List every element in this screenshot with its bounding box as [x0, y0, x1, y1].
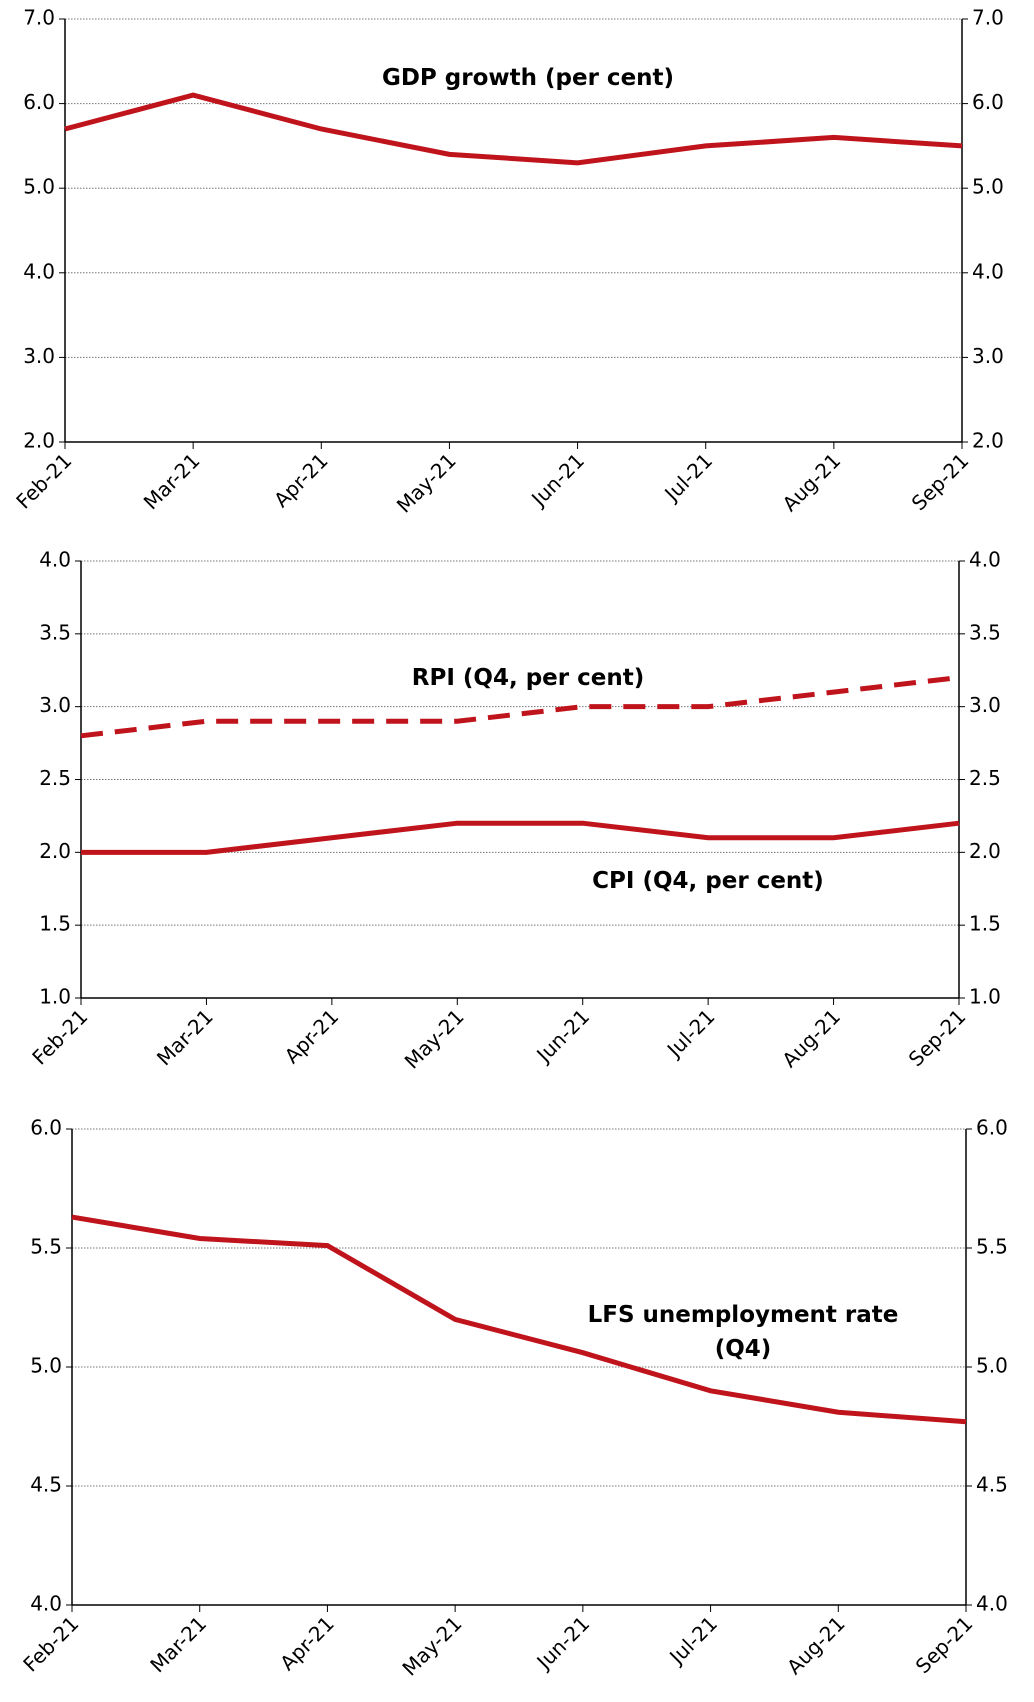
- y2-tick-label: 5.0: [976, 1354, 1008, 1378]
- y-tick-label: 2.5: [39, 766, 71, 790]
- series-label: LFS unemployment rate (Q4): [587, 1302, 899, 1362]
- x-tick-label: Sep-21: [904, 1004, 971, 1071]
- series-line: [80, 675, 960, 739]
- y-tick-label: 3.0: [39, 693, 71, 717]
- series-line: [81, 820, 960, 855]
- x-tick-label: Jul-21: [661, 1004, 720, 1063]
- series-line: [71, 1214, 967, 1425]
- series-line: [64, 92, 963, 166]
- y-tick-label: 4.0: [23, 259, 55, 283]
- y2-tick-label: 2.5: [969, 766, 1001, 790]
- y2-tick-label: 3.0: [972, 344, 1004, 368]
- y-tick-label: 4.0: [30, 1592, 62, 1616]
- x-tick-label: Jun-21: [531, 1611, 595, 1675]
- y-tick-label: 2.0: [23, 429, 55, 453]
- x-tick-label: Jun-21: [525, 448, 589, 512]
- y2-tick-label: 4.0: [976, 1592, 1008, 1616]
- series-label: GDP growth (per cent): [381, 65, 675, 91]
- x-tick-label: Apr-21: [275, 1611, 339, 1675]
- y2-tick-label: 5.0: [972, 175, 1004, 199]
- x-tick-label: May-21: [398, 1611, 467, 1680]
- x-tick-label: Mar-21: [145, 1611, 211, 1677]
- series-label: CPI (Q4, per cent): [592, 868, 824, 894]
- x-tick-label: Sep-21: [911, 1611, 978, 1678]
- y-tick-label: 4.0: [39, 548, 71, 572]
- x-tick-label: Aug-21: [777, 1004, 845, 1072]
- y2-tick-label: 2.0: [969, 839, 1001, 863]
- y2-tick-label: 4.0: [972, 259, 1004, 283]
- y-tick-label: 7.0: [23, 6, 55, 30]
- y2-tick-label: 6.0: [976, 1116, 1008, 1140]
- y-tick-label: 6.0: [30, 1116, 62, 1140]
- x-tick-label: Mar-21: [139, 448, 205, 514]
- y2-tick-label: 7.0: [972, 6, 1004, 30]
- y-tick-label: 6.0: [23, 90, 55, 114]
- y-tick-label: 5.0: [30, 1354, 62, 1378]
- y2-tick-label: 6.0: [972, 90, 1004, 114]
- y2-tick-label: 3.5: [969, 620, 1001, 644]
- y-tick-label: 3.0: [23, 344, 55, 368]
- x-tick-label: Jul-21: [659, 448, 718, 507]
- y2-tick-label: 3.0: [969, 693, 1001, 717]
- y-tick-label: 4.5: [30, 1473, 62, 1497]
- x-tick-label: Feb-21: [27, 1004, 92, 1069]
- y-tick-label: 1.0: [39, 985, 71, 1009]
- y-tick-label: 1.5: [39, 912, 71, 936]
- x-tick-label: Apr-21: [280, 1004, 344, 1068]
- y2-tick-label: 1.0: [969, 985, 1001, 1009]
- x-tick-label: Aug-21: [778, 448, 846, 516]
- x-tick-label: Mar-21: [152, 1004, 218, 1070]
- x-tick-label: Aug-21: [782, 1611, 850, 1679]
- x-tick-label: Jul-21: [663, 1611, 722, 1670]
- y-tick-label: 5.0: [23, 175, 55, 199]
- y2-tick-label: 4.5: [976, 1473, 1008, 1497]
- y-tick-label: 2.0: [39, 839, 71, 863]
- x-tick-label: Apr-21: [269, 448, 333, 512]
- y2-tick-label: 2.0: [972, 429, 1004, 453]
- x-tick-label: Feb-21: [11, 448, 76, 513]
- x-tick-label: May-21: [392, 448, 461, 517]
- y2-tick-label: 4.0: [969, 548, 1001, 572]
- x-tick-label: Sep-21: [907, 448, 974, 515]
- x-tick-label: May-21: [400, 1004, 469, 1073]
- y2-tick-label: 1.5: [969, 912, 1001, 936]
- y2-tick-label: 5.5: [976, 1235, 1008, 1259]
- series-label: RPI (Q4, per cent): [411, 665, 645, 691]
- y-tick-label: 3.5: [39, 620, 71, 644]
- y-tick-label: 5.5: [30, 1235, 62, 1259]
- x-tick-label: Jun-21: [531, 1004, 595, 1068]
- x-tick-label: Feb-21: [18, 1611, 83, 1676]
